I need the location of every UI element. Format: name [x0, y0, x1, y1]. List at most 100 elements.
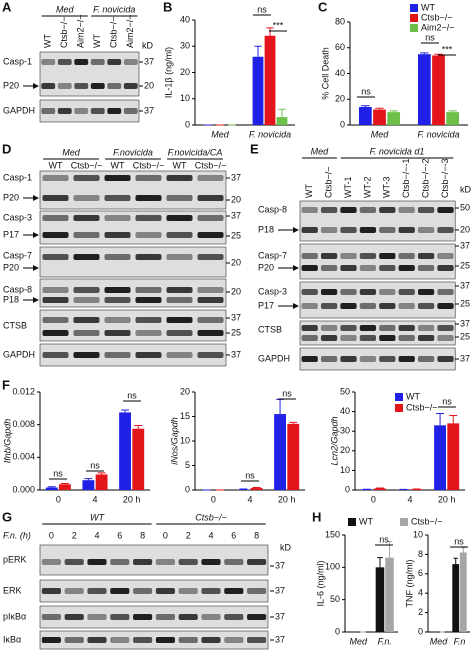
band [417, 253, 435, 259]
band [224, 614, 244, 620]
significance: ns [53, 468, 63, 478]
y-axis-label: IL-1β (ng/ml) [163, 47, 173, 98]
y-axis-label: IL-6 (ng/ml) [315, 560, 325, 606]
bar [375, 567, 385, 632]
bar [250, 488, 263, 490]
band [104, 317, 131, 323]
band [166, 215, 193, 221]
unit-label: kD [460, 184, 472, 194]
band [359, 207, 377, 213]
y-tick-label: 30 [340, 426, 350, 436]
x-tick-label: 4 [92, 494, 97, 504]
significance: ns [90, 460, 100, 470]
blot-strip [39, 630, 269, 650]
band [133, 637, 153, 643]
blot-strip [39, 278, 227, 308]
band [135, 352, 162, 358]
band [197, 232, 224, 238]
bar [252, 56, 264, 125]
significance: *** [273, 20, 284, 30]
band [417, 325, 435, 331]
panel-label: E [250, 141, 259, 156]
marker-label: 25 [460, 331, 470, 341]
significance: ns [127, 390, 137, 400]
y-tick-label: 80 [335, 16, 345, 26]
group-label: F. novicida d1 [370, 146, 425, 156]
marker-label: 25 [231, 327, 241, 337]
band [398, 356, 415, 362]
band [201, 637, 221, 643]
band [135, 287, 162, 293]
band [437, 289, 454, 295]
band [320, 335, 338, 341]
band [437, 335, 454, 341]
y-axis-label: Ifnb/Gapdh [2, 419, 12, 464]
band [42, 352, 69, 358]
legend-swatch [410, 24, 418, 32]
y-axis-label: % Cell Death [320, 47, 330, 100]
significance: *** [442, 44, 453, 54]
band [73, 317, 100, 323]
error-bar [97, 472, 106, 475]
bar [82, 480, 95, 490]
protein-label: CTSB [258, 324, 282, 334]
band [155, 588, 175, 594]
band [135, 254, 162, 260]
bar [447, 423, 460, 490]
band [417, 289, 435, 295]
protein-label: ERK [3, 585, 22, 595]
marker-label: 20 [460, 224, 470, 234]
protein-label: Casp-3 [258, 286, 287, 296]
band [110, 559, 130, 565]
error-bar [278, 108, 286, 118]
band [437, 356, 454, 362]
band [340, 303, 357, 309]
protein-label: P20 [3, 262, 19, 272]
band [87, 637, 107, 643]
protein-label: Casp-7 [3, 250, 32, 260]
x-tick-label: F. novicida [417, 129, 459, 139]
band [123, 59, 138, 65]
lane-label: Aim2−/− [125, 14, 135, 48]
band [90, 83, 105, 89]
panel-label: A [2, 0, 12, 14]
band [247, 637, 267, 643]
lane-label: Ctsb−/−-1 [401, 158, 411, 198]
group-label: Med [311, 146, 330, 156]
y-tick-label: 10 [413, 529, 423, 539]
error-bar [60, 482, 69, 485]
band [87, 559, 107, 565]
band [398, 265, 415, 271]
panel-label: C [318, 0, 328, 14]
lane-label: 6 [117, 530, 122, 540]
y-tick-label: 0.004 [12, 452, 35, 462]
band [41, 614, 61, 620]
band [57, 59, 72, 65]
band [340, 289, 357, 295]
bar [132, 428, 145, 490]
legend-label: WT [421, 2, 435, 12]
x-tick-label: 0 [56, 494, 61, 504]
band [379, 253, 396, 259]
band [247, 559, 267, 565]
error-bar [389, 110, 398, 113]
panel-label: F [2, 377, 10, 392]
error-bar [449, 415, 458, 424]
band [379, 325, 396, 331]
lane-label: Ctsb−/− [71, 160, 103, 170]
band [73, 215, 100, 221]
marker-label: 37 [460, 280, 470, 290]
bar [95, 474, 108, 490]
band [247, 588, 267, 594]
band [359, 325, 377, 331]
band [135, 317, 162, 323]
band [41, 588, 61, 594]
band [110, 614, 130, 620]
band [104, 352, 131, 358]
band [178, 637, 198, 643]
band [155, 637, 175, 643]
marker-label: 20 [231, 194, 241, 204]
band [379, 227, 396, 233]
error-bar [121, 409, 130, 413]
lane-label: 4 [94, 530, 99, 540]
